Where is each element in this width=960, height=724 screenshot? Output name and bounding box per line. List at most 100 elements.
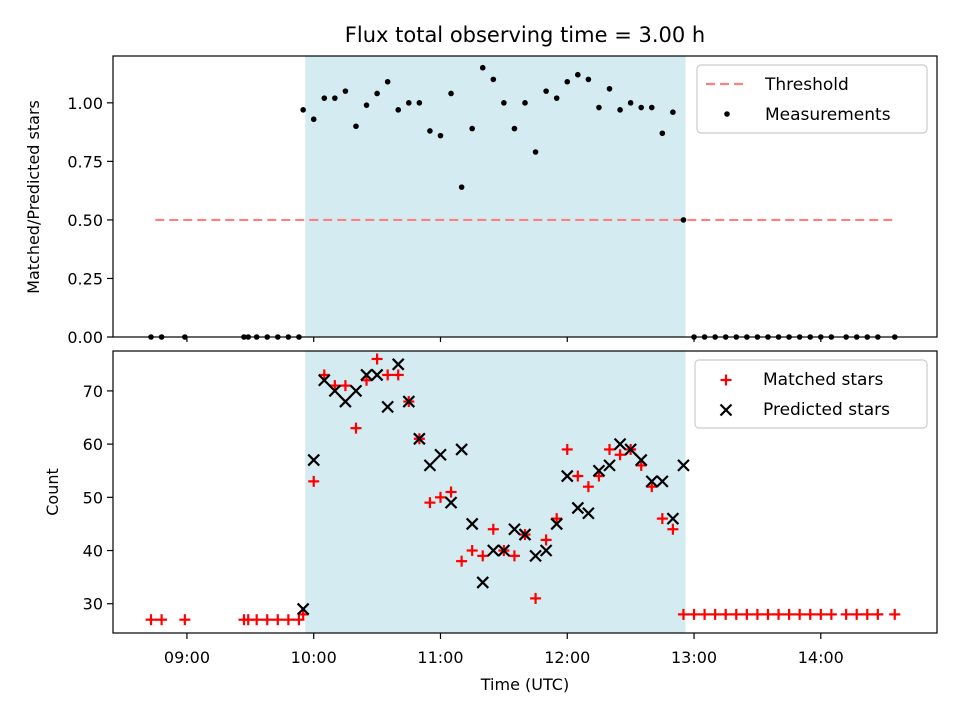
predicted-star-point bbox=[550, 517, 563, 531]
predicted-star-point bbox=[296, 602, 310, 616]
y-tick-label: 0.50 bbox=[67, 211, 103, 230]
legend-threshold-label: Threshold bbox=[764, 75, 849, 95]
measurement-point bbox=[395, 107, 402, 113]
top-axes: 0.00 0.25 0.50 0.75 1.00 bbox=[67, 55, 938, 347]
predicted-star-point bbox=[381, 400, 394, 414]
matched-star-point bbox=[145, 614, 157, 626]
matched-star-point bbox=[635, 459, 647, 471]
matched-star-point bbox=[382, 369, 394, 381]
matched-star-point bbox=[861, 608, 873, 620]
legend-matched-label: Matched stars bbox=[763, 370, 883, 390]
measurement-point bbox=[300, 107, 306, 113]
predicted-star-point bbox=[465, 517, 479, 531]
matched-star-point bbox=[272, 614, 284, 626]
legend-measurement-label: Measurements bbox=[765, 105, 891, 125]
matched-star-point bbox=[392, 369, 404, 381]
matched-star-point bbox=[551, 513, 563, 525]
matched-star-point bbox=[699, 608, 711, 620]
measurement-point bbox=[543, 88, 549, 94]
y-tick-label: 40 bbox=[83, 542, 103, 561]
measurement-point bbox=[575, 71, 581, 78]
measurement-point bbox=[648, 104, 655, 111]
matched-star-point bbox=[318, 369, 330, 381]
bottom-panel: 30 40 50 60 70 09:00 10:00 11:00 12:00 13:00 14:00… bbox=[43, 350, 938, 694]
matched-star-point bbox=[688, 608, 700, 620]
matched-star-point bbox=[825, 608, 837, 620]
matched-star-point bbox=[872, 608, 884, 620]
measurement-point bbox=[353, 123, 359, 130]
predicted-star-point bbox=[656, 475, 669, 488]
predicted-star-point bbox=[391, 358, 405, 371]
measurement-point bbox=[332, 95, 338, 101]
measurement-point bbox=[321, 95, 328, 101]
measurement-point bbox=[458, 184, 465, 190]
top-panel: 0.00 0.25 0.50 0.75 1.00 Matched/Predicted s… bbox=[24, 55, 938, 347]
predicted-star-point bbox=[603, 459, 616, 472]
matched-star-point bbox=[487, 523, 499, 535]
matched-star-point bbox=[297, 608, 309, 620]
matched-star-point bbox=[477, 550, 489, 562]
y-tick-label: 60 bbox=[83, 435, 103, 454]
matched-star-point bbox=[604, 443, 616, 455]
predicted-star-point bbox=[666, 512, 680, 525]
measurement-point bbox=[522, 100, 528, 106]
top-y-axis-label: Matched/Predicted stars bbox=[24, 100, 43, 294]
measurement-point bbox=[606, 85, 613, 92]
matched-star-point bbox=[762, 608, 774, 620]
measurement-points bbox=[148, 64, 898, 340]
predicted-star-point bbox=[582, 507, 595, 520]
measurement-point bbox=[532, 149, 539, 155]
predicted-star-point bbox=[413, 432, 426, 446]
matched-star-point bbox=[815, 608, 827, 620]
matched-star-point bbox=[656, 513, 668, 525]
matched-star-point bbox=[466, 545, 478, 557]
legend-predicted-label: Predicted stars bbox=[763, 400, 890, 420]
star-count-points bbox=[145, 353, 901, 626]
matched-star-point bbox=[261, 614, 273, 626]
predicted-star-point bbox=[571, 501, 585, 515]
x-tick-label: 09:00 bbox=[164, 648, 210, 667]
matched-star-point bbox=[530, 592, 542, 604]
measurement-point bbox=[448, 90, 454, 97]
y-tick-label: 50 bbox=[83, 488, 103, 507]
measurement-point bbox=[511, 125, 518, 132]
matched-star-point bbox=[424, 497, 436, 509]
bottom-legend: Matched stars Predicted stars bbox=[694, 359, 928, 429]
matched-star-point bbox=[709, 608, 721, 620]
matched-star-point bbox=[851, 608, 863, 620]
predicted-star-point bbox=[508, 522, 521, 536]
matched-star-point bbox=[677, 608, 689, 620]
matched-star-point bbox=[251, 614, 263, 626]
measurement-point bbox=[479, 64, 486, 71]
legend-frame bbox=[696, 64, 928, 134]
measurement-point bbox=[564, 78, 571, 85]
bottom-axes: 30 40 50 60 70 09:00 10:00 11:00 12:00 13:00 14:00 bbox=[83, 350, 938, 667]
measurement-point bbox=[627, 100, 634, 106]
observing-window-shade-bottom bbox=[305, 351, 686, 633]
matched-star-point bbox=[773, 608, 785, 620]
measurement-point bbox=[617, 107, 623, 113]
matched-star-point bbox=[540, 534, 552, 546]
predicted-star-point bbox=[307, 453, 320, 467]
measurement-point bbox=[384, 78, 391, 85]
predicted-star-point bbox=[677, 459, 690, 472]
measurement-point bbox=[585, 76, 592, 83]
matched-star-point bbox=[741, 608, 753, 620]
predicted-star-point bbox=[349, 384, 363, 398]
legend-measurement-swatch bbox=[724, 111, 730, 117]
x-tick-label: 10:00 bbox=[291, 648, 337, 667]
matched-star-point bbox=[720, 608, 732, 620]
shaded-region bbox=[305, 56, 686, 337]
measurement-point bbox=[374, 90, 380, 97]
predicted-star-point bbox=[328, 384, 342, 398]
predicted-star-point bbox=[423, 459, 437, 472]
measurement-point bbox=[469, 125, 475, 132]
measurement-point bbox=[342, 88, 349, 94]
matched-star-point bbox=[371, 353, 383, 365]
measurement-point bbox=[638, 104, 645, 111]
x-tick-label: 11:00 bbox=[417, 648, 463, 667]
legend-predicted-swatch bbox=[719, 403, 733, 417]
matched-star-point bbox=[614, 449, 626, 461]
matched-star-point bbox=[456, 555, 468, 567]
